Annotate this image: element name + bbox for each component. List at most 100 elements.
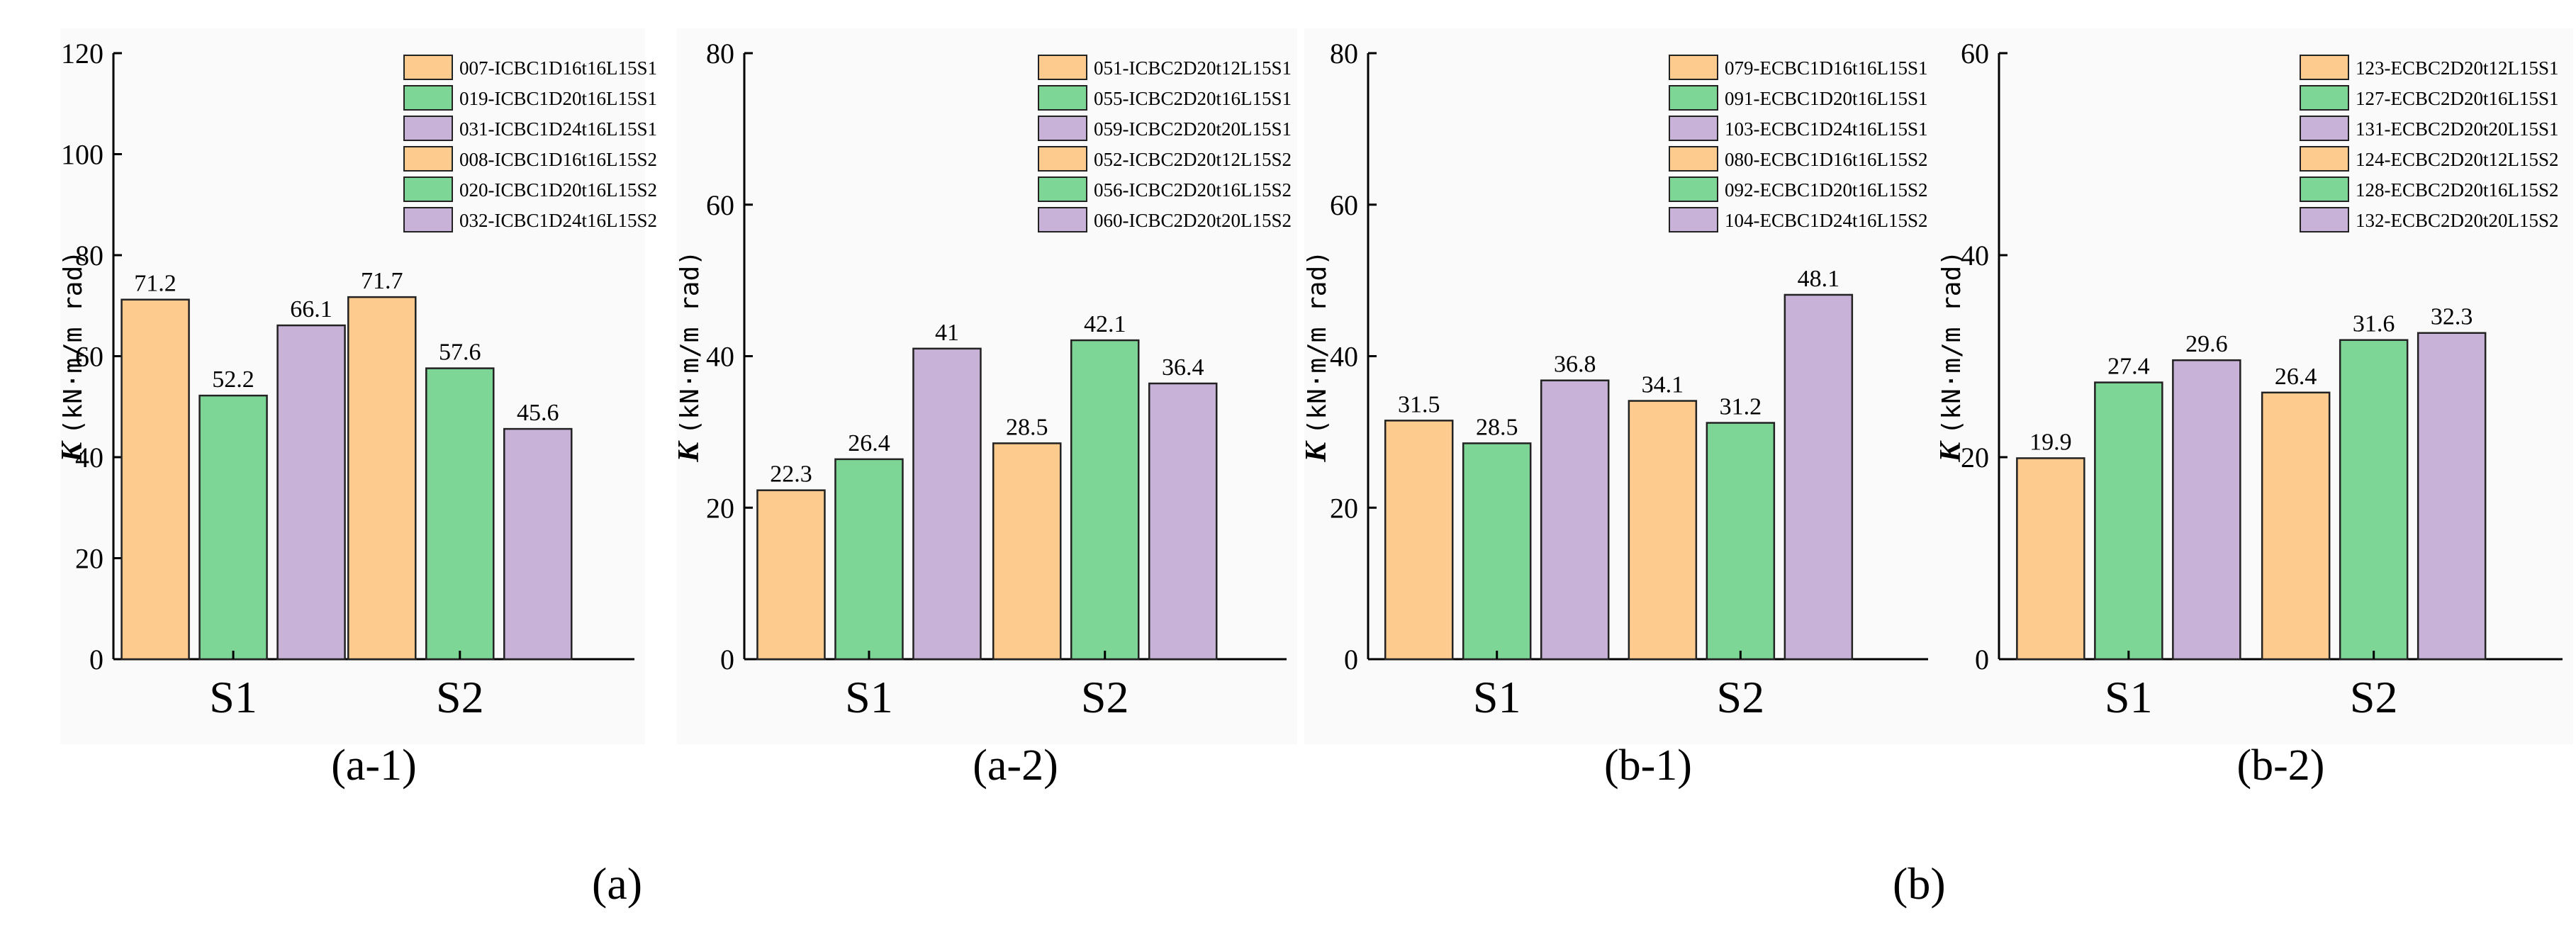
caption-b-text: (b) — [1893, 858, 1946, 909]
y-tick-label: 0 — [720, 644, 734, 675]
caption-a: (a) — [592, 858, 642, 910]
y-tick-label: 0 — [89, 644, 103, 675]
data-label: 36.4 — [1162, 354, 1204, 381]
legend-swatch — [2300, 146, 2349, 172]
legend-swatch — [1669, 116, 1718, 141]
legend-swatch — [1669, 55, 1718, 80]
bar-S2-2 — [2339, 339, 2409, 661]
y-tick-label: 60 — [75, 341, 103, 373]
x-tick-label: S2 — [436, 672, 484, 722]
y-tick-label: 60 — [1961, 38, 1989, 69]
x-tick-label: S1 — [1473, 672, 1521, 722]
legend-swatch — [1038, 85, 1087, 111]
legend-swatch — [1669, 207, 1718, 232]
legend-swatch — [1038, 207, 1087, 232]
data-label: 71.7 — [361, 268, 403, 294]
legend-label: 091-ECBC1D20t16L15S1 — [1725, 88, 1928, 109]
y-tick-label: 40 — [1961, 240, 1989, 271]
y-axis-units: (kN·m/m rad) — [676, 250, 705, 434]
panel-subtitle: (a-1) — [331, 741, 416, 790]
y-axis-units: (kN·m/m rad) — [59, 250, 88, 434]
bar-S1-1 — [756, 489, 826, 661]
data-label: 19.9 — [2029, 429, 2072, 455]
legend-swatch — [1038, 116, 1087, 141]
y-tick-label: 80 — [75, 240, 103, 271]
chart-b-1: 0 20 40 60 80 K (kN·m/m rad) 31.5 28.5 36.8 S1 34.… — [1300, 28, 1939, 790]
data-label: 31.2 — [1720, 394, 1762, 420]
legend-label: 032-ICBC1D24t16L15S2 — [459, 210, 657, 231]
legend-label: 055-ICBC2D20t16L15S1 — [1094, 88, 1292, 109]
legend-label: 007-ICBC1D16t16L15S1 — [459, 57, 657, 79]
legend-label: 056-ICBC2D20t16L15S2 — [1094, 179, 1292, 201]
data-label: 31.5 — [1398, 391, 1440, 417]
panel-subtitle: (b-1) — [1604, 741, 1692, 790]
legend-label: 020-ICBC1D20t16L15S2 — [459, 179, 657, 201]
bar-S2-1 — [347, 296, 417, 661]
y-axis-title: K (kN·m/m rad) — [56, 250, 89, 463]
y-axis-title: K (kN·m/m rad) — [1934, 250, 1967, 463]
data-label: 66.1 — [290, 296, 332, 323]
chart-a-2: 0 20 40 60 80 K (kN·m/m rad) 22.3 26.4 41 S1 28.5 4… — [673, 28, 1297, 790]
legend-swatch — [403, 146, 453, 172]
data-label: 28.5 — [1476, 414, 1518, 440]
bar-S1-2 — [834, 458, 904, 661]
data-label: 29.6 — [2185, 331, 2228, 357]
y-tick-label: 40 — [706, 341, 734, 373]
data-label: 32.3 — [2431, 304, 2473, 330]
bar-S1-2 — [198, 394, 268, 661]
data-label: 26.4 — [848, 430, 890, 456]
y-tick-label: 20 — [75, 543, 103, 575]
legend-swatch — [1669, 176, 1718, 202]
y-axis-symbol: K — [673, 434, 705, 463]
legend-swatch — [1038, 55, 1087, 80]
data-label: 36.8 — [1554, 352, 1596, 378]
y-tick-label: 60 — [706, 189, 734, 221]
x-tick-label: S2 — [1081, 672, 1129, 722]
legend-label: 124-ECBC2D20t12L15S2 — [2356, 149, 2559, 170]
legend-label: 132-ECBC2D20t20L15S2 — [2356, 210, 2559, 231]
data-label: 41 — [935, 320, 959, 346]
bar-S1-3 — [1540, 379, 1610, 661]
data-label: 22.3 — [770, 461, 812, 488]
bar-S1-2 — [2094, 381, 2163, 661]
y-tick-label: 0 — [1344, 644, 1358, 675]
panel-subtitle: (a-2) — [973, 741, 1058, 790]
legend-label: 092-ECBC1D20t16L15S2 — [1725, 179, 1928, 201]
bar-S1-3 — [2172, 359, 2241, 661]
chart-b-2: 0 20 40 60 K (kN·m/m rad) 19.9 27.4 29.6 S1 26.4 3… — [1934, 28, 2573, 790]
x-tick-label: S1 — [845, 672, 893, 722]
x-tick-label: S2 — [1717, 672, 1765, 722]
legend-label: 008-ICBC1D16t16L15S2 — [459, 149, 657, 170]
data-label: 52.2 — [212, 366, 254, 393]
bar-S2-2 — [1070, 339, 1140, 661]
y-tick-label: 20 — [706, 492, 734, 524]
y-axis-units: (kN·m/m rad) — [1303, 250, 1332, 434]
y-axis-symbol: K — [1300, 434, 1333, 463]
bar-S1-1 — [2016, 457, 2085, 661]
bar-S1-1 — [121, 298, 190, 661]
data-label: 27.4 — [2107, 354, 2150, 380]
panel-subtitle: (b-2) — [2237, 741, 2325, 790]
data-label: 48.1 — [1798, 266, 1840, 292]
legend-label: 123-ECBC2D20t12L15S1 — [2356, 57, 2559, 79]
bar-S2-1 — [2261, 391, 2331, 661]
legend-swatch — [403, 207, 453, 232]
bar-S2-3 — [2417, 332, 2487, 661]
data-label: 31.6 — [2353, 311, 2395, 337]
data-label: 45.6 — [517, 400, 559, 426]
y-tick-label: 60 — [1330, 189, 1358, 221]
legend-swatch — [403, 116, 453, 141]
data-label: 42.1 — [1084, 311, 1126, 337]
legend-label: 051-ICBC2D20t12L15S1 — [1094, 57, 1292, 79]
legend-swatch — [1669, 85, 1718, 111]
legend-label: 059-ICBC2D20t20L15S1 — [1094, 118, 1292, 140]
y-tick-label: 40 — [75, 442, 103, 473]
bar-S1-3 — [276, 324, 346, 661]
legend-swatch — [403, 176, 453, 202]
y-tick-label: 20 — [1330, 492, 1358, 524]
bar-S2-3 — [1148, 382, 1218, 661]
y-tick-label: 80 — [706, 38, 734, 69]
y-axis-title: K (kN·m/m rad) — [673, 250, 705, 463]
bar-S1-3 — [912, 347, 982, 661]
chart-a-1: 0 20 40 60 80 100 120 K (kN·m/m rad) 71.2 52.2 66.… — [56, 28, 657, 790]
